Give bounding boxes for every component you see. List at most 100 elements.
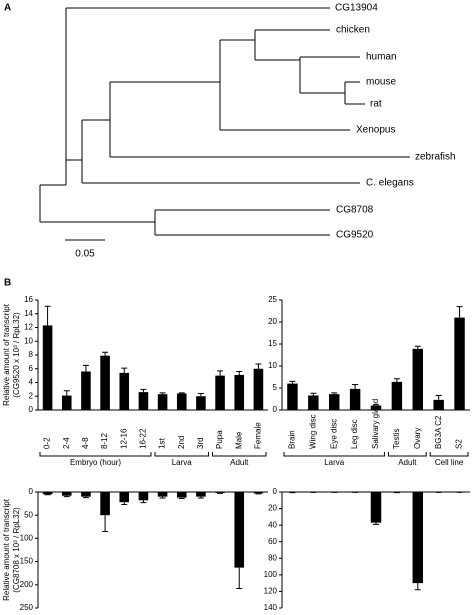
bar (349, 388, 361, 410)
error-bar (63, 495, 70, 498)
group-bracket (39, 452, 152, 457)
error-bar (373, 522, 379, 525)
x-tick-label: Ovary (413, 428, 422, 449)
y-tick-label: 0 (273, 487, 278, 496)
bar (157, 394, 168, 410)
error-bar (393, 378, 400, 382)
x-tick-label: Eye disc (329, 419, 338, 449)
y-tick-label: 60 (268, 537, 277, 546)
error-bar (289, 380, 296, 384)
error-bar (236, 371, 243, 375)
y-axis-label: Relative amount of transcript (2, 303, 11, 406)
y-tick-label: 0 (29, 487, 34, 496)
leaf-label: rat (370, 99, 382, 110)
bar (61, 395, 72, 410)
y-tick-label: 80 (268, 553, 277, 562)
y-tick-label: 20 (268, 504, 277, 513)
leaf-label: Xenopus (356, 125, 395, 136)
bar (119, 372, 130, 410)
x-tick-label: Brain (288, 430, 297, 449)
group-bracket (212, 452, 267, 457)
bar (196, 492, 206, 497)
bar (61, 492, 72, 496)
error-bar (159, 392, 166, 395)
y-tick-label: 200 (20, 580, 34, 589)
y-tick-label: 14 (24, 309, 33, 318)
leaf-label: C. elegans (366, 178, 414, 189)
error-bar (178, 392, 185, 394)
error-bar (197, 393, 204, 397)
y-tick-label: 40 (268, 520, 277, 529)
y-tick-label: 10 (268, 361, 277, 370)
y-tick-label: 20 (268, 317, 277, 326)
x-tick-label: Female (254, 422, 263, 449)
group-label: Larva (324, 458, 345, 467)
error-bar (140, 388, 147, 393)
leaf-label: zebrafish (415, 152, 456, 163)
bar (176, 393, 187, 410)
x-tick-label: 8-12 (100, 432, 109, 449)
x-tick-label: 12-16 (119, 428, 128, 449)
bar (176, 492, 187, 498)
y-tick-label: 0 (273, 405, 278, 414)
y-tick-label: 5 (273, 383, 278, 392)
y-tick-label: 100 (20, 534, 34, 543)
bar (329, 394, 340, 410)
x-tick-label: 1st (158, 438, 167, 449)
error-bar (102, 351, 109, 356)
y-tick-label: 8 (29, 350, 34, 359)
bar (287, 383, 298, 410)
error-bar (121, 367, 128, 373)
error-bar (310, 392, 317, 396)
group-label: Larva (172, 458, 193, 467)
x-tick-label: S2 (455, 439, 464, 449)
bar (412, 348, 423, 410)
error-bar (159, 496, 166, 499)
bar (100, 355, 110, 410)
bar (253, 368, 264, 410)
error-bar (435, 394, 442, 400)
y-tick-label: 15 (268, 339, 277, 348)
group-label: Embryo (hour) (70, 458, 121, 467)
leaf-label: mouse (366, 77, 396, 88)
x-tick-label: Salivary gland (371, 399, 380, 449)
x-tick-label: Leg disc (350, 419, 359, 449)
y-tick-label: 140 (264, 603, 278, 612)
error-bar (121, 502, 128, 506)
bar (196, 396, 206, 410)
y-tick-label: 100 (264, 570, 278, 579)
bar (100, 492, 110, 516)
error-bar (82, 496, 89, 499)
leaf-label: chicken (336, 25, 370, 36)
bar (157, 492, 168, 497)
error-bar (373, 404, 379, 406)
x-tick-label: 2nd (177, 436, 186, 449)
error-bar (197, 496, 204, 499)
tree (39, 7, 410, 241)
bar (42, 325, 53, 410)
x-tick-label: Wing disc (308, 414, 317, 449)
y-tick-label: 6 (29, 364, 34, 373)
bar (138, 392, 149, 410)
y-tick-label: 12 (24, 323, 33, 332)
y-tick-label: 25 (268, 295, 277, 304)
y-tick-label: 4 (29, 378, 34, 387)
x-tick-label: 16-22 (139, 428, 148, 449)
y-tick-label: 250 (20, 603, 34, 612)
tree-branches (39, 7, 410, 241)
y-axis-label: Relative amount of transcript (2, 498, 11, 601)
bar (119, 492, 130, 503)
leaf-label: CG9520 (336, 230, 374, 241)
x-tick-label: Male (234, 431, 243, 449)
error-bar (352, 383, 359, 389)
x-tick-label: 4-8 (81, 437, 90, 449)
error-bar (63, 390, 70, 396)
leaf-label: human (366, 52, 397, 63)
error-bar (456, 306, 463, 318)
y-tick-label: 150 (20, 557, 34, 566)
bar (454, 317, 465, 410)
bar (234, 374, 245, 410)
bar (370, 405, 382, 410)
y-tick-label: 0 (29, 405, 34, 414)
bar (215, 375, 225, 410)
